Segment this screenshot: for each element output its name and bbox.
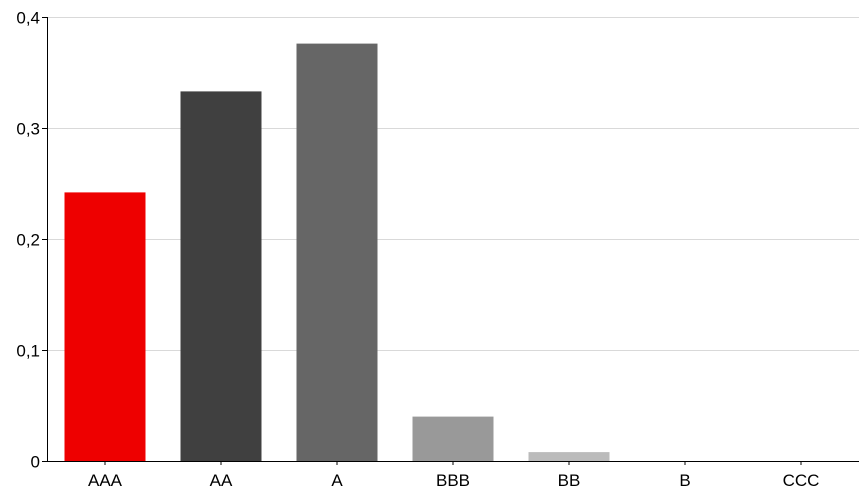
axes bbox=[42, 17, 859, 465]
x-tick-label: BBB bbox=[436, 471, 470, 490]
bars bbox=[64, 43, 610, 462]
y-tick-label: 0,2 bbox=[16, 231, 40, 250]
y-tick-label: 0,1 bbox=[16, 342, 40, 361]
bar-a bbox=[296, 43, 378, 461]
bar-bbb bbox=[412, 416, 494, 461]
x-tick-label: A bbox=[331, 471, 343, 490]
x-axis-tick-labels: AAA AA A BBB BB B CCC bbox=[88, 471, 819, 490]
x-tick-label: AA bbox=[210, 471, 233, 490]
bar-aaa bbox=[64, 192, 146, 461]
y-tick-label: 0,3 bbox=[16, 120, 40, 139]
x-tick-label: BB bbox=[558, 471, 581, 490]
y-axis-tick-labels: 0 0,1 0,2 0,3 0,4 bbox=[16, 9, 40, 472]
gridlines bbox=[47, 17, 859, 351]
y-tick-label: 0 bbox=[31, 453, 40, 472]
x-tick-label: AAA bbox=[88, 471, 123, 490]
bar-bb bbox=[528, 452, 610, 461]
x-tick-label: CCC bbox=[783, 471, 820, 490]
x-tick-label: B bbox=[679, 471, 690, 490]
y-tick-label: 0,4 bbox=[16, 9, 40, 28]
bar-aa bbox=[180, 91, 262, 462]
